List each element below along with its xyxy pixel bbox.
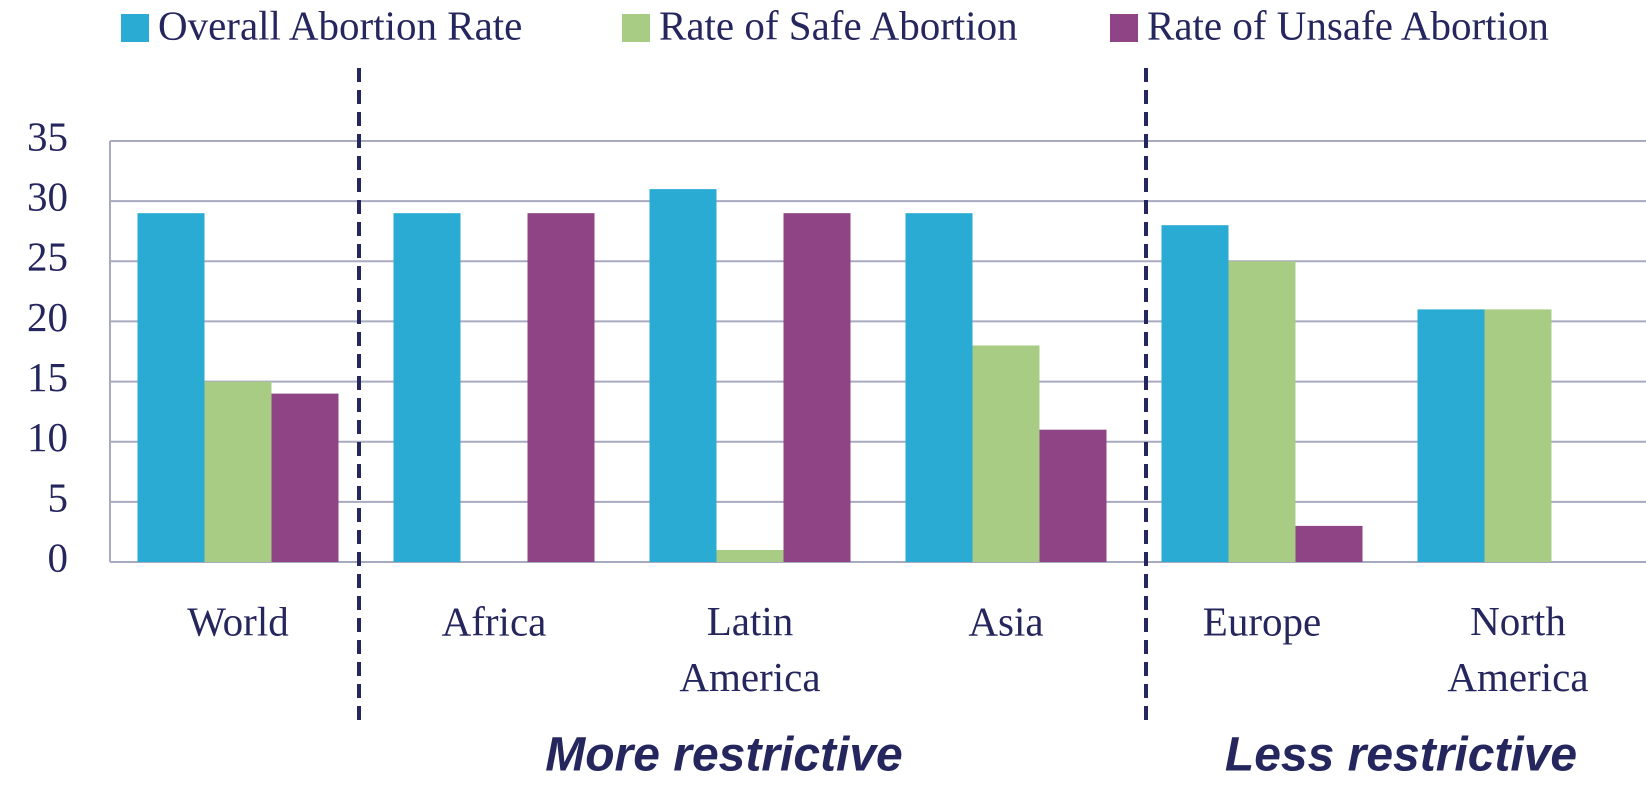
bar (204, 381, 272, 562)
legend-label: Rate of Safe Abortion (659, 2, 1018, 48)
bar (1161, 225, 1229, 562)
y-tick-label: 35 (27, 113, 68, 159)
bar (972, 345, 1040, 562)
bar (649, 189, 717, 562)
legend-swatch (1110, 14, 1138, 42)
x-tick-label: North America (1447, 598, 1588, 700)
x-tick-label: Asia (968, 598, 1043, 644)
bars (137, 189, 1552, 562)
annotation: More restrictive (545, 729, 903, 782)
y-tick-label: 15 (27, 354, 68, 400)
bar (1484, 309, 1552, 562)
bar (1228, 261, 1296, 562)
x-tick-label: Latin America (679, 598, 820, 700)
y-tick-label: 10 (27, 414, 68, 460)
y-tick-label: 25 (27, 234, 68, 280)
legend-label: Rate of Unsafe Abortion (1147, 2, 1549, 48)
bar (783, 213, 851, 562)
bar (1417, 309, 1485, 562)
y-tick-label: 30 (27, 174, 68, 220)
y-axis: 0 5 10 15 20 25 30 35 (27, 113, 1646, 580)
x-tick-label: World (187, 598, 288, 644)
y-tick-label: 5 (48, 474, 69, 520)
legend-swatch (121, 14, 149, 42)
bar (271, 393, 339, 562)
bar (393, 213, 461, 562)
annotation: Less restrictive (1225, 729, 1577, 782)
legend-swatch (622, 14, 650, 42)
x-tick-label: Africa (442, 598, 547, 644)
bar (905, 213, 973, 562)
bar (1039, 429, 1107, 562)
bar (1295, 525, 1363, 562)
legend-label: Overall Abortion Rate (158, 2, 522, 48)
y-tick-label: 20 (27, 294, 68, 340)
y-tick-label: 0 (48, 534, 69, 580)
bar (137, 213, 205, 562)
bar (527, 213, 595, 562)
x-tick-label: Europe (1203, 598, 1321, 644)
bar (716, 549, 784, 562)
